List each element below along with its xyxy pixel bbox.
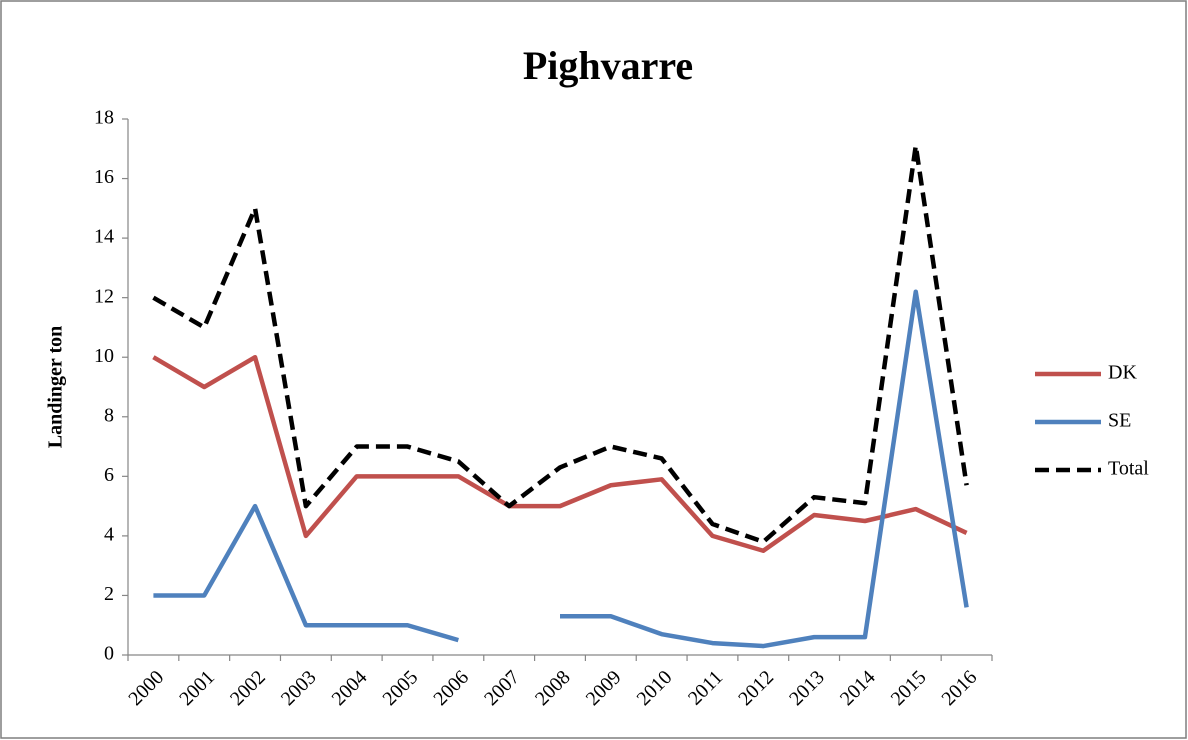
series-line [152,354,968,554]
y-tick-label: 2 [104,583,114,605]
y-tick-label: 4 [104,523,114,545]
y-tick-label: 0 [104,643,114,665]
y-tick-label: 18 [94,107,114,129]
y-tick-label: 14 [94,226,114,248]
series-line [153,289,969,649]
legend-label: SE [1108,410,1131,432]
series-line [152,143,969,545]
y-tick-label: 16 [94,166,114,188]
y-axis-label: Landinger ton [45,326,67,448]
legend-label: DK [1108,362,1137,384]
y-tick-label: 6 [104,464,114,486]
y-tick-label: 12 [94,285,114,307]
y-tick-label: 10 [94,345,114,367]
legend-label: Total [1108,458,1149,480]
chart-title: Pighvarre [523,43,693,88]
y-tick-label: 8 [104,404,114,426]
